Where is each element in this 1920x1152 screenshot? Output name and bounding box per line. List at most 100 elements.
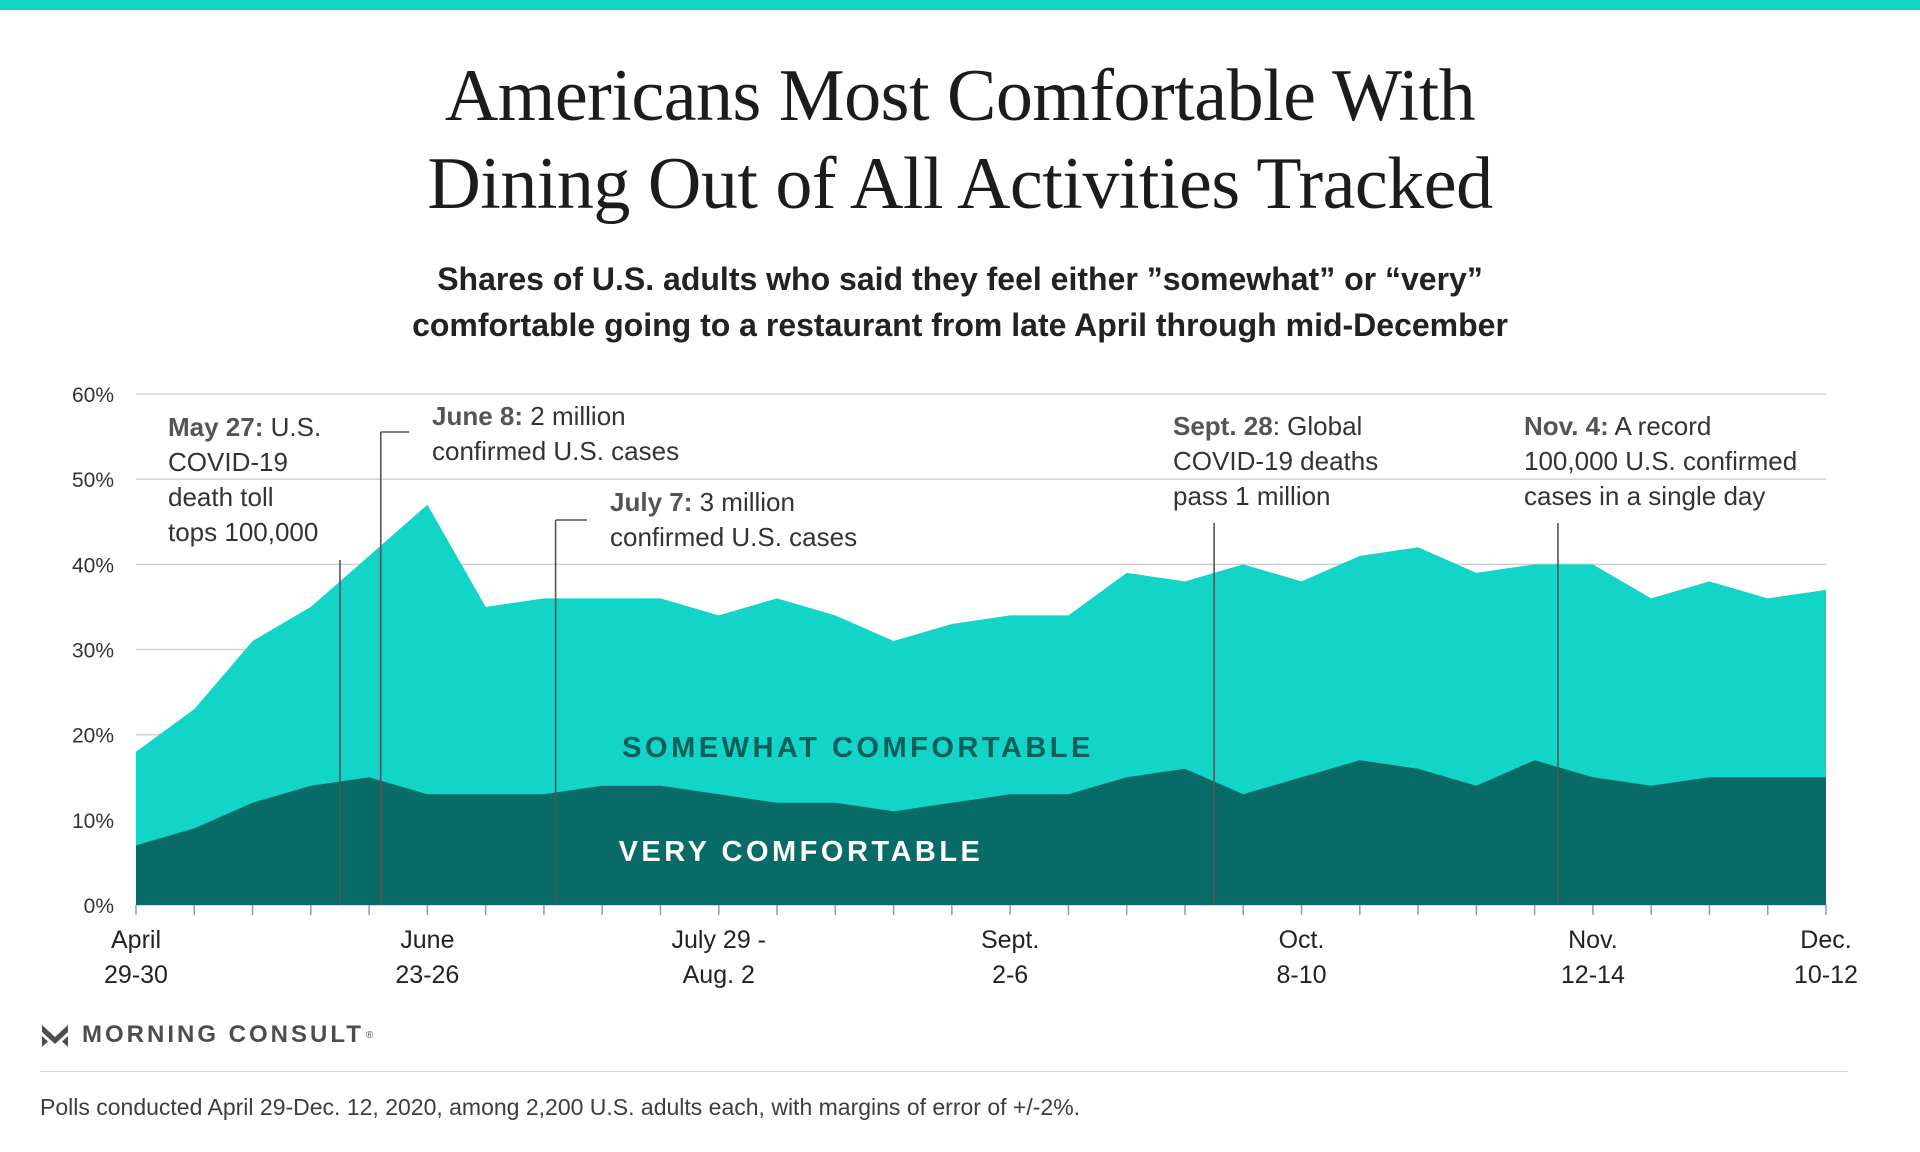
annotation-text: Nov. 4: A record <box>1524 411 1711 441</box>
point-very-comfortable <box>135 844 138 847</box>
point-somewhat-comfortable <box>659 597 662 600</box>
point-somewhat-comfortable <box>1125 571 1128 574</box>
x-tick-label: 10-12 <box>1794 961 1858 989</box>
point-very-comfortable <box>717 793 720 796</box>
point-very-comfortable <box>834 801 837 804</box>
y-tick-label: 60% <box>72 384 114 407</box>
annotation-text: 100,000 U.S. confirmed <box>1524 446 1797 476</box>
point-very-comfortable <box>426 793 429 796</box>
point-very-comfortable <box>659 784 662 787</box>
point-very-comfortable <box>1825 776 1828 779</box>
annotation-text: COVID-19 <box>168 447 288 477</box>
y-tick-label: 20% <box>72 725 114 748</box>
annotation-layer: May 27: U.S. COVID-19 death toll tops 100,0… <box>168 401 1797 905</box>
top-accent-bar <box>0 0 1920 10</box>
annotation-text: confirmed U.S. cases <box>610 522 857 552</box>
point-somewhat-comfortable <box>1183 580 1186 583</box>
x-tick-label: 2-6 <box>992 961 1028 989</box>
brand-name: MORNING CONSULT <box>82 1021 364 1048</box>
point-somewhat-comfortable <box>1533 563 1536 566</box>
annotation-text: July 7: 3 million <box>610 487 795 517</box>
point-somewhat-comfortable <box>1009 614 1012 617</box>
point-somewhat-comfortable <box>1358 554 1361 557</box>
point-very-comfortable <box>776 801 779 804</box>
y-axis: 0% 10% 20% 30% 40% 50% 60% <box>72 384 114 918</box>
point-very-comfortable <box>1358 759 1361 762</box>
point-very-comfortable <box>1183 767 1186 770</box>
point-somewhat-comfortable <box>1591 563 1594 566</box>
point-somewhat-comfortable <box>1766 597 1769 600</box>
point-very-comfortable <box>1125 776 1128 779</box>
point-very-comfortable <box>484 793 487 796</box>
series-label-somewhat: SOMEWHAT COMFORTABLE <box>622 732 1094 764</box>
point-very-comfortable <box>193 827 196 830</box>
point-somewhat-comfortable <box>1300 580 1303 583</box>
x-tick-label: Aug. 2 <box>683 961 755 989</box>
point-very-comfortable <box>601 784 604 787</box>
x-tick-label: Nov. <box>1568 926 1618 954</box>
point-very-comfortable <box>1708 776 1711 779</box>
x-tick-label: June <box>400 926 454 954</box>
x-tick-label: July 29 - <box>672 926 766 954</box>
footnote: Polls conducted April 29-Dec. 12, 2020, … <box>40 1094 1081 1120</box>
point-very-comfortable <box>1650 784 1653 787</box>
footer-divider <box>40 1071 1848 1072</box>
point-very-comfortable <box>892 810 895 813</box>
point-very-comfortable <box>251 801 254 804</box>
point-very-comfortable <box>950 801 953 804</box>
point-very-comfortable <box>1591 776 1594 779</box>
chart-subtitle: Shares of U.S. adults who said they feel… <box>0 256 1920 348</box>
subtitle-line-1: Shares of U.S. adults who said they feel… <box>437 261 1483 297</box>
chart-title: Americans Most Comfortable With Dining O… <box>0 52 1920 228</box>
x-axis: April 29-30 June 23-26 July 29 - Aug. 2 Sept. 2… <box>104 905 1858 989</box>
point-very-comfortable <box>1300 776 1303 779</box>
point-somewhat-comfortable <box>1417 546 1420 549</box>
point-somewhat-comfortable <box>601 597 604 600</box>
y-tick-label: 40% <box>72 554 114 577</box>
point-somewhat-comfortable <box>1067 614 1070 617</box>
point-somewhat-comfortable <box>426 503 429 506</box>
point-somewhat-comfortable <box>368 554 371 557</box>
point-somewhat-comfortable <box>309 605 312 608</box>
y-tick-label: 50% <box>72 469 114 492</box>
point-very-comfortable <box>309 784 312 787</box>
point-very-comfortable <box>1067 793 1070 796</box>
brand-logo: MORNING CONSULT ® <box>40 1015 373 1055</box>
x-tick-label: Oct. <box>1279 926 1325 954</box>
point-somewhat-comfortable <box>542 597 545 600</box>
area-layer <box>135 503 1828 905</box>
point-very-comfortable <box>1242 793 1245 796</box>
point-somewhat-comfortable <box>1242 563 1245 566</box>
series-label-very: VERY COMFORTABLE <box>619 836 984 868</box>
point-somewhat-comfortable <box>776 597 779 600</box>
point-somewhat-comfortable <box>1825 588 1828 591</box>
y-tick-label: 10% <box>72 810 114 833</box>
y-tick-label: 30% <box>72 640 114 663</box>
x-tick-label: 12-14 <box>1561 961 1625 989</box>
morning-consult-logo-icon <box>42 1025 68 1047</box>
subtitle-line-2: comfortable going to a restaurant from l… <box>412 307 1508 343</box>
area-very-comfortable <box>136 760 1826 905</box>
title-line-2: Dining Out of All Activities Tracked <box>427 143 1493 225</box>
x-tick-label: 8-10 <box>1276 961 1326 989</box>
x-tick-label: April <box>111 926 161 954</box>
y-tick-label: 0% <box>84 895 114 918</box>
annotation-text: confirmed U.S. cases <box>432 436 679 466</box>
point-somewhat-comfortable <box>135 750 138 753</box>
point-somewhat-comfortable <box>484 605 487 608</box>
point-somewhat-comfortable <box>950 622 953 625</box>
point-somewhat-comfortable <box>193 708 196 711</box>
point-somewhat-comfortable <box>1475 571 1478 574</box>
x-tick-label: 23-26 <box>395 961 459 989</box>
title-line-1: Americans Most Comfortable With <box>444 55 1476 137</box>
annotation-text: June 8: 2 million <box>432 401 626 431</box>
x-tick-label: 29-30 <box>104 961 168 989</box>
point-very-comfortable <box>542 793 545 796</box>
point-somewhat-comfortable <box>1708 580 1711 583</box>
annotation-text: pass 1 million <box>1173 481 1331 511</box>
annotation-text: death toll <box>168 482 274 512</box>
annotation-text: cases in a single day <box>1524 481 1765 511</box>
point-very-comfortable <box>1009 793 1012 796</box>
point-very-comfortable <box>1533 759 1536 762</box>
